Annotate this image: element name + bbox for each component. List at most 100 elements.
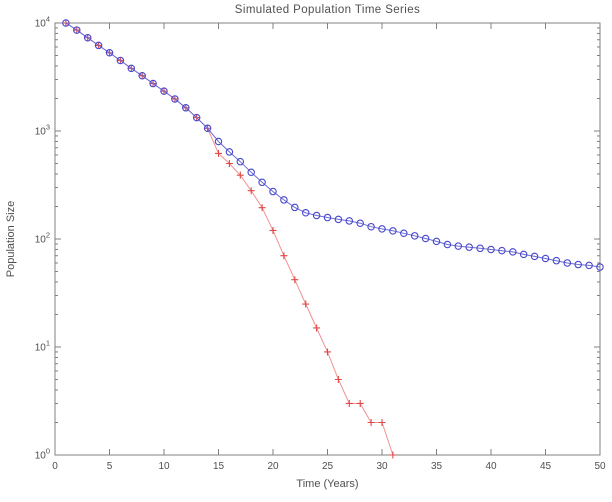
data-point-circle xyxy=(73,26,81,34)
data-point-circle xyxy=(596,263,604,271)
data-point-plus xyxy=(280,252,288,260)
data-point-circle xyxy=(171,95,179,103)
data-point-circle xyxy=(421,234,430,243)
x-tick-label: 15 xyxy=(213,461,225,472)
x-tick-label: 30 xyxy=(376,461,388,472)
data-point-plus xyxy=(324,348,331,356)
x-tick-label: 25 xyxy=(322,461,334,472)
data-point-circle xyxy=(378,225,386,233)
data-point-circle xyxy=(519,250,528,259)
data-point-plus xyxy=(367,418,375,426)
data-point-circle xyxy=(509,248,517,256)
data-point-circle xyxy=(400,229,408,238)
data-point-circle xyxy=(389,227,397,235)
data-point-circle xyxy=(563,259,572,267)
data-point-circle xyxy=(62,19,70,27)
data-point-circle xyxy=(127,64,136,73)
data-point-circle xyxy=(530,252,539,261)
data-point-plus xyxy=(236,171,244,179)
data-point-circle xyxy=(258,178,266,187)
data-point-circle xyxy=(334,215,343,224)
data-point-circle xyxy=(443,240,452,249)
data-point-circle xyxy=(367,222,375,231)
series-blue-circles xyxy=(62,19,604,271)
data-point-plus xyxy=(389,451,397,459)
data-point-circle xyxy=(138,71,146,80)
chart-title: Simulated Population Time Series xyxy=(234,4,421,16)
data-point-plus xyxy=(378,418,386,426)
data-point-plus xyxy=(313,324,321,332)
data-point-plus xyxy=(334,376,342,384)
data-point-circle xyxy=(94,41,103,50)
x-axis-ticks xyxy=(54,23,601,455)
data-point-circle xyxy=(182,104,190,112)
x-tick-label: 50 xyxy=(594,461,606,472)
x-axis-tick-labels: 0 5 10 15 20 25 30 35 40 45 50 xyxy=(52,461,606,472)
data-point-circle xyxy=(312,211,321,220)
x-tick-label: 5 xyxy=(107,461,113,472)
x-tick-label: 20 xyxy=(267,461,279,472)
data-point-circle xyxy=(552,256,561,265)
data-point-circle xyxy=(574,260,582,269)
data-point-circle xyxy=(356,219,364,227)
x-tick-label: 0 xyxy=(52,461,58,472)
data-point-circle xyxy=(203,124,212,133)
y-tick-label: 104 xyxy=(35,15,50,30)
data-point-circle xyxy=(585,261,593,270)
data-point-plus xyxy=(291,276,299,284)
data-point-circle xyxy=(149,79,157,88)
y-tick-label: 102 xyxy=(35,231,50,246)
data-point-circle xyxy=(160,87,168,95)
data-point-circle xyxy=(541,254,550,263)
data-point-circle xyxy=(83,34,92,42)
y-axis-tick-labels: 100 101 102 103 104 xyxy=(35,15,50,462)
data-point-plus xyxy=(225,160,233,168)
data-point-plus xyxy=(247,187,255,195)
x-axis-label: Time (Years) xyxy=(296,478,359,490)
y-axis-ticks xyxy=(55,22,600,456)
y-tick-label: 103 xyxy=(35,123,50,138)
axis-box xyxy=(54,22,601,456)
data-point-circle xyxy=(280,196,288,204)
data-point-plus xyxy=(345,399,353,407)
series-line-red-plus xyxy=(65,22,394,456)
y-tick-label: 101 xyxy=(35,339,50,354)
data-point-circle xyxy=(432,237,441,246)
data-point-circle xyxy=(487,245,495,254)
data-point-plus xyxy=(269,226,277,234)
x-tick-label: 45 xyxy=(540,461,552,472)
data-point-plus xyxy=(215,149,222,157)
data-point-circle xyxy=(269,187,277,196)
data-point-circle xyxy=(465,243,473,251)
data-point-circle xyxy=(498,246,506,255)
data-point-circle xyxy=(345,217,354,225)
data-point-plus xyxy=(356,399,364,407)
x-tick-label: 10 xyxy=(158,461,170,472)
data-point-circle xyxy=(225,148,234,156)
data-point-plus xyxy=(258,204,266,212)
series-line-blue-circles xyxy=(65,22,601,268)
data-point-circle xyxy=(454,242,463,250)
data-point-plus xyxy=(302,300,310,308)
series-red-plus xyxy=(62,19,397,459)
data-point-circle xyxy=(236,157,245,166)
data-point-circle xyxy=(323,213,332,222)
y-axis-label: Population Size xyxy=(5,200,17,278)
y-axis-minor-ticks xyxy=(55,27,600,423)
data-point-circle xyxy=(247,168,255,177)
data-point-circle xyxy=(301,209,310,217)
series-markers-red-plus xyxy=(62,19,397,459)
data-point-circle xyxy=(105,49,114,57)
data-point-circle xyxy=(410,232,419,240)
y-tick-label: 100 xyxy=(35,447,50,462)
series-markers-blue-circles xyxy=(62,19,604,271)
data-point-circle xyxy=(214,137,223,146)
x-tick-label: 40 xyxy=(485,461,497,472)
x-tick-label: 35 xyxy=(431,461,443,472)
data-point-circle xyxy=(476,244,484,253)
data-point-circle xyxy=(192,113,201,122)
data-point-circle xyxy=(291,203,299,212)
data-point-circle xyxy=(116,56,125,65)
